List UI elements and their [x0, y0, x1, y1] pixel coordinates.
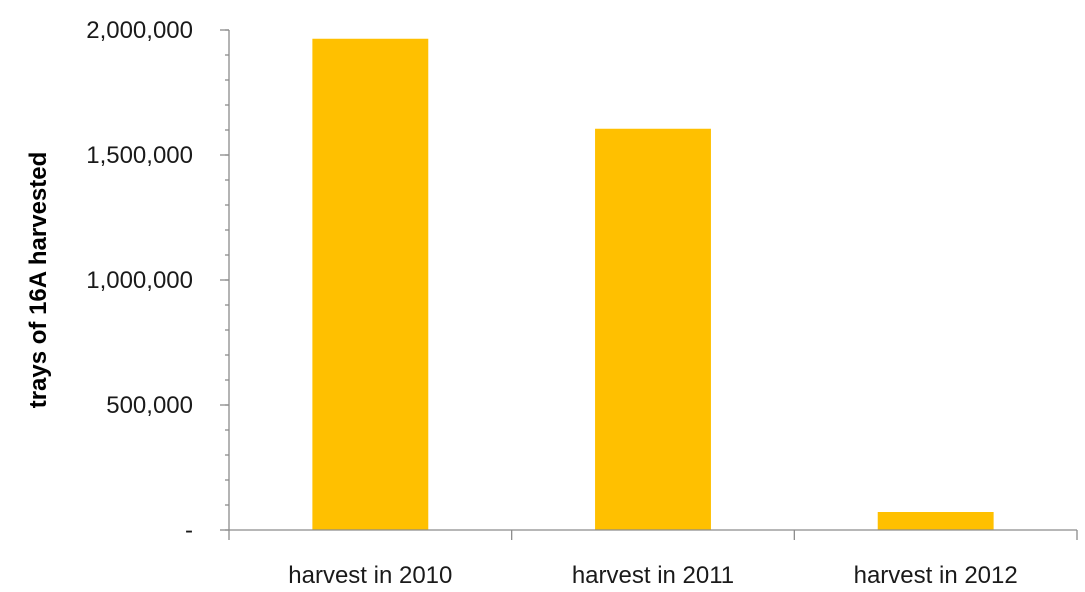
y-tick-label: 500,000 — [106, 392, 193, 419]
x-tick-label: harvest in 2011 — [572, 562, 734, 589]
bar-harvest-in-2012 — [877, 512, 994, 530]
y-axis-title-group: trays of 16A harvested — [25, 152, 52, 409]
bars — [312, 38, 994, 530]
y-tick-label: 1,500,000 — [86, 142, 193, 169]
bar-harvest-in-2011 — [595, 128, 711, 530]
x-tick-labels: harvest in 2010 harvest in 2011 harvest in… — [288, 562, 1017, 589]
x-tick-label: harvest in 2012 — [854, 562, 1018, 589]
y-ticks — [220, 29, 229, 531]
y-tick-label: - — [185, 517, 193, 544]
x-ticks — [228, 530, 1078, 540]
y-tick-labels: - 500,000 1,000,000 1,500,000 2,000,000 — [86, 17, 193, 544]
x-tick-label: harvest in 2010 — [288, 562, 452, 589]
y-tick-label: 2,000,000 — [86, 17, 193, 44]
y-axis-title: trays of 16A harvested — [25, 152, 52, 409]
bar-harvest-in-2010 — [312, 38, 429, 530]
y-tick-label: 1,000,000 — [86, 267, 193, 294]
